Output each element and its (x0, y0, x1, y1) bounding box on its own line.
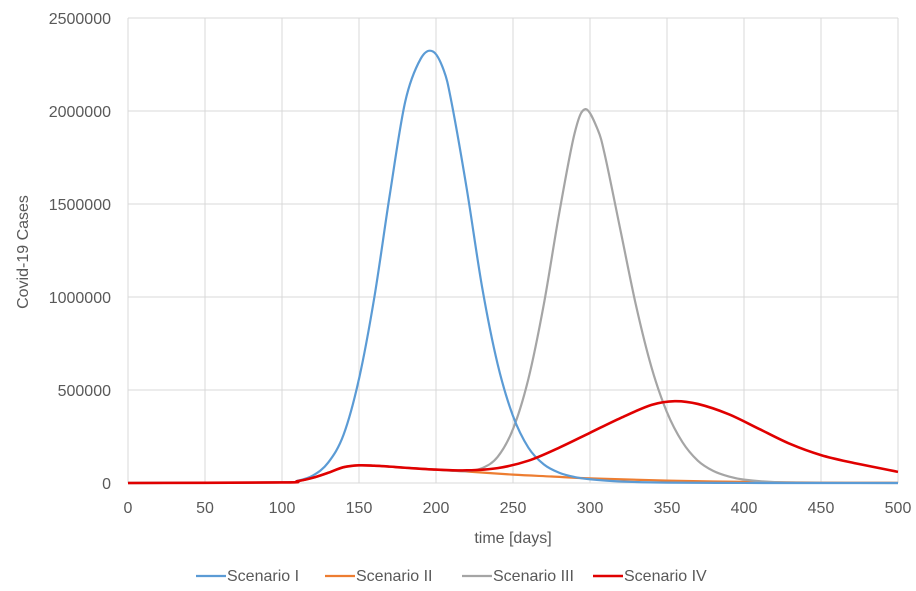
legend-item-scenario-iv: Scenario IV (593, 568, 707, 585)
legend-label: Scenario IV (624, 568, 707, 585)
legend-label: Scenario I (227, 568, 299, 585)
series-line-scenario-i (127, 49, 898, 485)
y-tick-label: 500000 (58, 383, 111, 400)
x-tick-label: 50 (196, 500, 214, 517)
y-tick-label: 1000000 (49, 290, 111, 307)
legend-item-scenario-iii: Scenario III (462, 568, 574, 585)
x-tick-label: 500 (885, 500, 912, 517)
x-tick-label: 450 (808, 500, 835, 517)
x-tick-label: 200 (423, 500, 450, 517)
legend-item-scenario-i: Scenario I (196, 568, 299, 585)
legend-label: Scenario III (493, 568, 574, 585)
y-axis-title: Covid-19 Cases (15, 195, 32, 309)
series-layer (127, 49, 899, 485)
legend-label: Scenario II (356, 568, 432, 585)
y-tick-label: 2000000 (49, 104, 111, 121)
legend: Scenario I Scenario II Scenario III Scenari… (196, 568, 707, 585)
x-tick-label: 300 (577, 500, 604, 517)
x-tick-label: 150 (346, 500, 373, 517)
x-tick-labels: 0 50 100 150 200 250 300 350 400 450 500 (124, 500, 912, 517)
series-line-scenario-iv (127, 399, 899, 485)
grid-layer (127, 17, 899, 484)
x-tick-label: 100 (269, 500, 296, 517)
x-tick-label: 250 (500, 500, 527, 517)
x-axis-title: time [days] (474, 530, 551, 547)
legend-item-scenario-ii: Scenario II (325, 568, 432, 585)
x-tick-label: 350 (654, 500, 681, 517)
x-tick-label: 0 (124, 500, 133, 517)
y-tick-label: 0 (102, 476, 111, 493)
x-tick-label: 400 (731, 500, 758, 517)
y-tick-label: 1500000 (49, 197, 111, 214)
y-tick-label: 2500000 (49, 11, 111, 28)
y-tick-labels: 0 500000 1000000 1500000 2000000 2500000 (49, 11, 111, 493)
